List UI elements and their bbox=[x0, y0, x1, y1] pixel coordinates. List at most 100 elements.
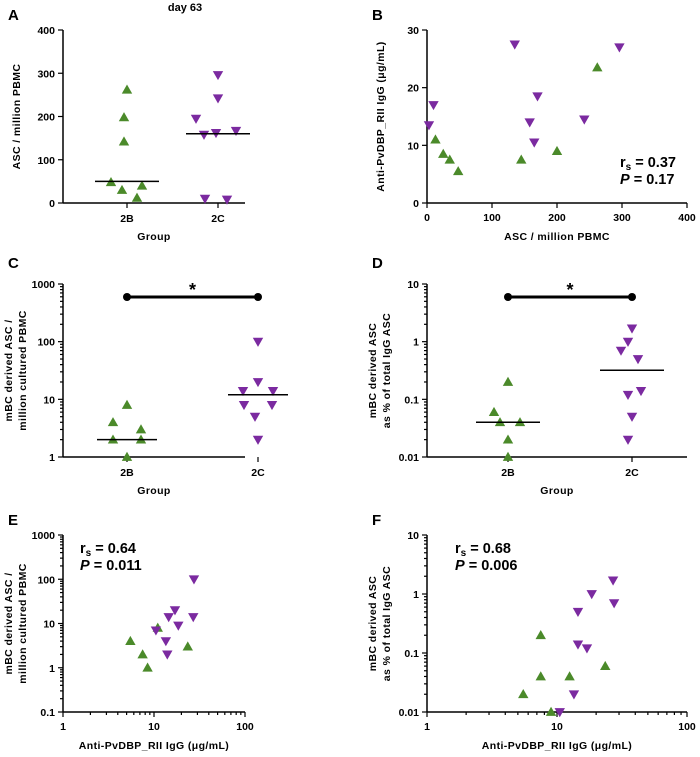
panel-C-point-2C bbox=[238, 401, 250, 411]
panel-E-y-tick-label: 10 bbox=[43, 619, 55, 631]
panel-F-point-2C bbox=[608, 599, 620, 609]
panel-D-point-2C bbox=[622, 337, 634, 347]
panel-F-point-2C bbox=[581, 644, 593, 654]
panel-D-significance-end bbox=[504, 293, 512, 301]
panel-B-rs-value: rs = 0.37 bbox=[620, 155, 676, 173]
panel-B-y-tick-label: 10 bbox=[407, 140, 419, 152]
panel-B-y-tick-label: 0 bbox=[413, 198, 419, 210]
panel-C-point-2C bbox=[252, 337, 264, 347]
panel-E-point-2B bbox=[182, 641, 193, 651]
panel-D-point-2C bbox=[626, 412, 638, 422]
panel-B: B 0 10 20 30 Anti-PvDBP_RII IgG (μg/mL) ASC / … bbox=[372, 7, 696, 243]
panel-C-significance-end bbox=[123, 293, 131, 301]
panel-D-point-2B bbox=[488, 406, 500, 417]
panel-F-y-tick-label: 0.01 bbox=[399, 707, 420, 719]
panel-A-point-2B bbox=[118, 112, 130, 122]
panel-E-y-label-line2: million cultured PBMC bbox=[17, 563, 29, 683]
panel-E-letter: E bbox=[8, 512, 18, 529]
panel-A-point-2B bbox=[121, 84, 133, 94]
panel-B-x-tick-label: 300 bbox=[613, 212, 631, 224]
panel-C-point-2B bbox=[121, 399, 133, 409]
panel-A-point-2B bbox=[116, 184, 128, 194]
panel-C-point-2B bbox=[135, 424, 147, 434]
panel-F-y-tick-label: 0.1 bbox=[404, 648, 419, 660]
panel-A-point-2C bbox=[190, 114, 202, 124]
panel-F-point-2C bbox=[572, 607, 584, 617]
panel-D-point-2C bbox=[632, 355, 644, 365]
panel-C: C 1 10 100 1000 mBC derived ASC / million cult… bbox=[3, 255, 288, 497]
panel-C-y-tick-label: 10 bbox=[43, 394, 55, 406]
panel-B-y-tick-label: 30 bbox=[407, 25, 419, 37]
panel-D-point-2C bbox=[615, 346, 627, 356]
panel-F: F 0.01 0.1 1 10 mBC derived ASC as % of total … bbox=[367, 512, 696, 752]
panel-F-y-label-line2: as % of total IgG ASC bbox=[381, 566, 393, 681]
panel-B-p-value: P = 0.17 bbox=[620, 172, 674, 188]
panel-E-point-2C bbox=[163, 613, 174, 623]
panel-A-y-tick-label: 0 bbox=[49, 198, 55, 210]
panel-A-y-tick-label: 200 bbox=[37, 112, 55, 124]
panel-B-point-2C bbox=[529, 138, 540, 148]
panel-E-p-value: P = 0.011 bbox=[80, 558, 142, 574]
panel-B-x-tick-label: 200 bbox=[548, 212, 566, 224]
panel-B-point-2C bbox=[423, 121, 435, 131]
panel-D-point-2B bbox=[502, 434, 514, 444]
panel-A-y-tick-label: 400 bbox=[37, 25, 55, 37]
panel-B-letter: B bbox=[372, 7, 383, 24]
panel-D-y-tick-label: 1 bbox=[413, 337, 419, 349]
panel-A-point-2C bbox=[198, 130, 210, 140]
panel-D-point-2B bbox=[502, 451, 514, 461]
panel-D-x-label: Group bbox=[540, 485, 574, 497]
panel-C-y-label: mBC derived ASC / bbox=[3, 319, 15, 421]
panel-A-y-label: ASC / million PBMC bbox=[11, 64, 23, 170]
panel-B-point-2B bbox=[516, 154, 527, 164]
panel-B-y-label: Anti-PvDBP_RII IgG (μg/mL) bbox=[375, 41, 387, 191]
panel-F-point-2C bbox=[586, 590, 597, 600]
panel-F-point-2C bbox=[568, 690, 580, 700]
panel-D-y-tick-label: 0.1 bbox=[404, 394, 419, 406]
panel-F-x-tick-label: 100 bbox=[678, 721, 696, 733]
panel-D-letter: D bbox=[372, 255, 383, 272]
panel-A-letter: A bbox=[8, 7, 19, 24]
panel-B-x-label: ASC / million PBMC bbox=[504, 231, 610, 243]
panel-F-point-2B bbox=[545, 706, 557, 716]
panel-A-point-2C bbox=[212, 94, 224, 104]
panel-E-point-2C bbox=[160, 637, 172, 647]
panel-F-x-tick-label: 1 bbox=[424, 721, 430, 733]
panel-A-x-tick-label: 2B bbox=[120, 213, 134, 225]
panel-D-y-label: mBC derived ASC bbox=[367, 323, 379, 418]
panel-F-point-2B bbox=[535, 671, 546, 681]
panel-F-point-2B bbox=[564, 671, 575, 681]
panel-F-rs-value: rs = 0.68 bbox=[455, 541, 511, 559]
panel-A-point-2B bbox=[131, 192, 143, 202]
panel-D-point-2C bbox=[622, 390, 634, 400]
panel-C-point-2B bbox=[107, 417, 119, 427]
panel-C-point-2C bbox=[237, 387, 249, 397]
panel-C-letter: C bbox=[8, 255, 19, 272]
panel-B-x-tick-label: 0 bbox=[424, 212, 430, 224]
panel-E-point-2B bbox=[137, 649, 148, 659]
panel-C-significance-end bbox=[254, 293, 262, 301]
panel-B-point-2C bbox=[509, 40, 520, 50]
panel-A-point-2C bbox=[199, 194, 211, 204]
panel-D-x-tick-label: 2C bbox=[625, 467, 639, 479]
panel-E-x-tick-label: 10 bbox=[148, 721, 160, 733]
panel-E-y-label: mBC derived ASC / bbox=[3, 572, 15, 674]
panel-D-significance-end bbox=[628, 293, 636, 301]
panel-B-point-2C bbox=[428, 101, 439, 111]
panel-C-x-tick-label: 2C bbox=[251, 467, 265, 479]
panel-E-point-2C bbox=[150, 626, 162, 636]
panel-E-point-2C bbox=[188, 613, 199, 623]
panel-F-point-2B bbox=[600, 660, 611, 670]
panel-A-point-2B bbox=[136, 180, 148, 190]
panel-C-point-2C bbox=[252, 435, 264, 445]
panel-F-x-tick-label: 10 bbox=[551, 721, 563, 733]
panel-B-point-2B bbox=[430, 134, 441, 144]
panel-A-point-2C bbox=[230, 126, 242, 136]
panel-B-point-2C bbox=[524, 118, 535, 128]
panel-C-y-tick-label: 100 bbox=[37, 337, 55, 349]
panel-F-point-2C bbox=[607, 576, 619, 586]
panel-D-point-2B bbox=[502, 376, 514, 386]
panel-F-point-2C bbox=[572, 640, 584, 650]
